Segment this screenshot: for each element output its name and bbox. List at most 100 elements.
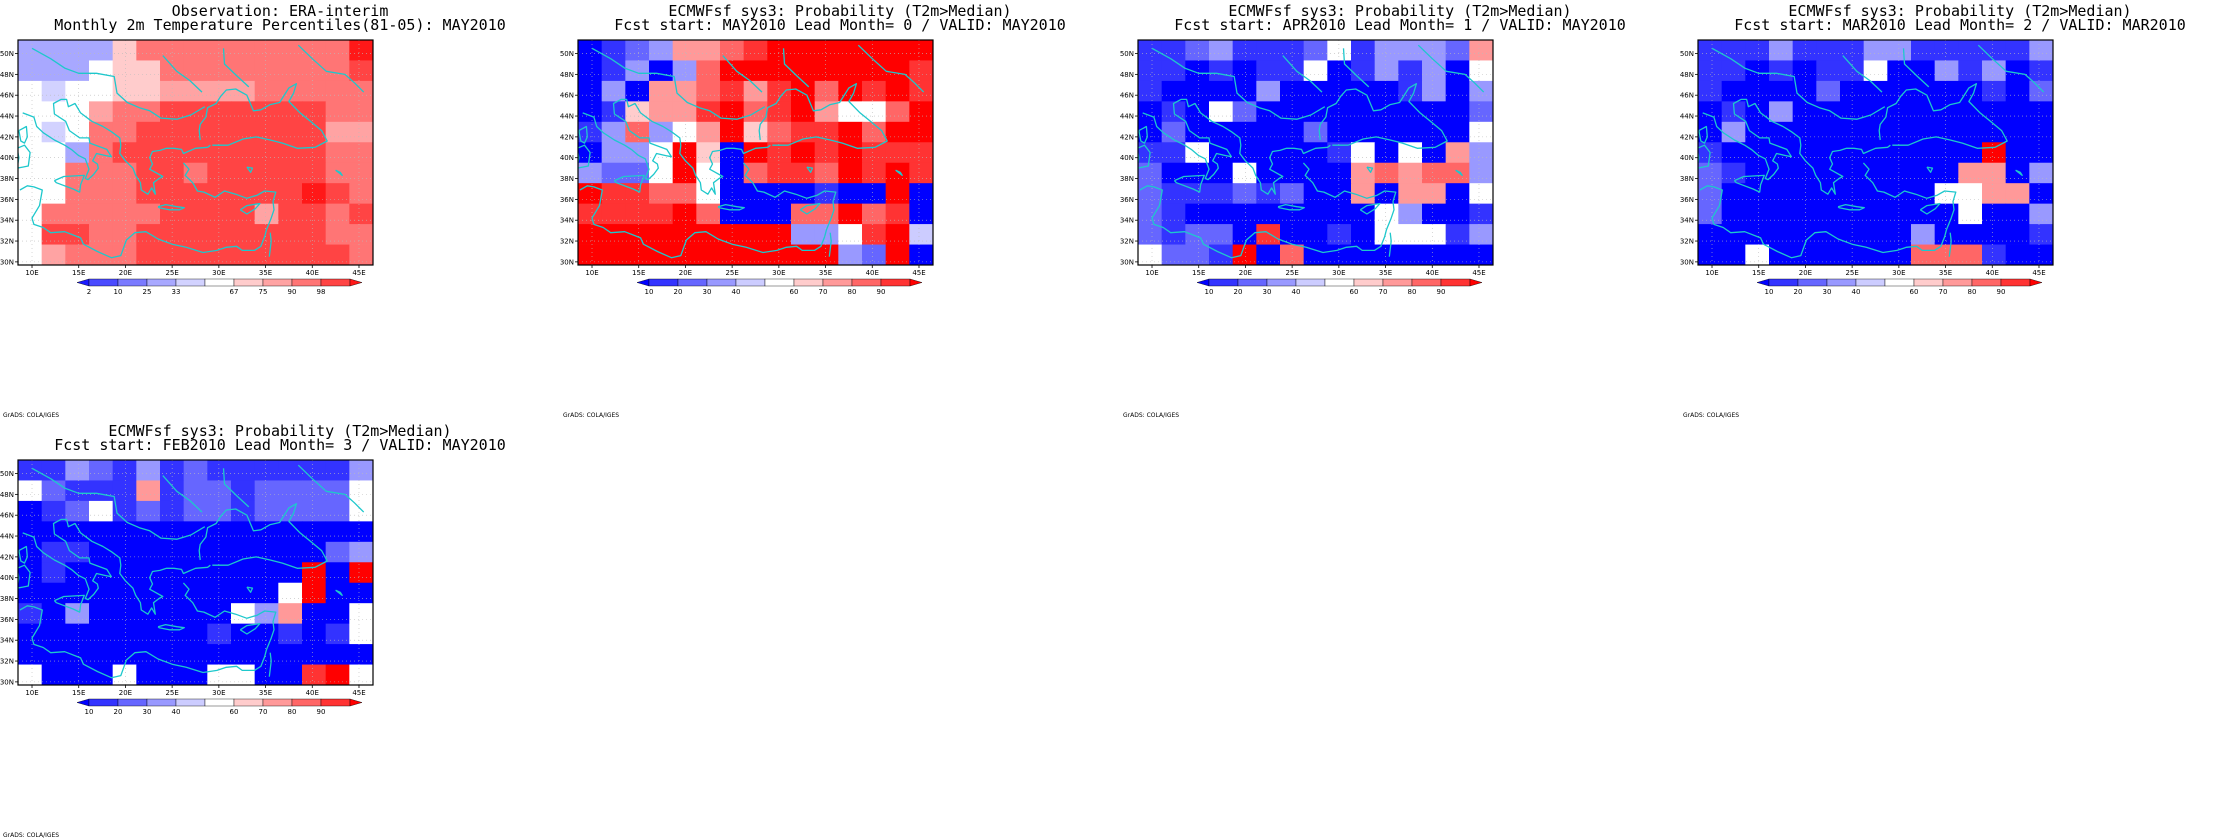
grid-cell <box>1840 80 1865 102</box>
grid-cell <box>791 244 816 265</box>
grid-cell <box>2029 40 2053 61</box>
grid-cell <box>2029 101 2053 123</box>
grid-cell <box>1887 142 1912 164</box>
legend-swatch <box>1469 278 1483 287</box>
grid-cell <box>1958 101 1983 123</box>
grid-cell <box>1185 101 1210 123</box>
grid-cell <box>1816 203 1841 225</box>
grid-cell <box>649 183 674 205</box>
grid-cell <box>41 582 66 604</box>
grads-credit: GrADS: COLA/IGES <box>3 832 60 839</box>
grid-cell <box>1209 60 1234 82</box>
grid-cell <box>1374 162 1399 184</box>
grid-cell <box>160 603 185 625</box>
axes: 10E 15E 20E 25E 30E 35E 40E 45E 30N 32N 34N 36N 38N 4… <box>0 50 366 277</box>
coastline <box>1291 162 1397 254</box>
legend-swatch <box>175 698 206 707</box>
grid-cell <box>231 664 256 685</box>
grid-cell <box>136 664 161 685</box>
grid-cell <box>1209 203 1234 225</box>
coastline <box>198 83 328 149</box>
grid-cell <box>1982 101 2007 123</box>
grid-cell <box>207 142 232 164</box>
grid-cell <box>254 603 279 625</box>
y-tick-label: 30N <box>1680 258 1694 266</box>
grid-cell <box>207 603 232 625</box>
y-tick-label: 40N <box>1120 154 1134 162</box>
x-tick-label: 40E <box>1986 269 1999 277</box>
x-tick-label: 40E <box>306 269 319 277</box>
x-tick-label: 20E <box>679 269 692 277</box>
grid-cell <box>1280 60 1305 82</box>
legend-tick-label: 30 <box>1823 288 1832 296</box>
grid-cell <box>349 224 373 245</box>
y-tick-label: 46N <box>1680 92 1694 100</box>
grid-cell <box>1887 80 1912 102</box>
grid-cell <box>278 480 303 502</box>
grid-cell <box>41 203 66 225</box>
grid-cell <box>89 60 114 82</box>
grid-cell <box>231 80 256 102</box>
coastline <box>1977 44 2045 93</box>
grid-cell <box>41 60 66 82</box>
grid-cell <box>743 183 768 205</box>
grid-cell <box>909 183 933 205</box>
x-tick-label: 10E <box>585 269 598 277</box>
y-tick-label: 46N <box>560 92 574 100</box>
grid-cell <box>349 183 373 205</box>
coastline <box>582 98 771 195</box>
y-tick-label: 32N <box>1680 238 1694 246</box>
x-tick-label: 30E <box>1892 269 1905 277</box>
grid-cell <box>65 80 90 102</box>
grid-cell <box>720 60 745 82</box>
grid-cell <box>1422 162 1447 184</box>
grid-cell <box>89 142 114 164</box>
grid-cell <box>767 224 792 245</box>
grid-cell <box>1769 203 1794 225</box>
grid-cell <box>89 541 114 563</box>
grid-cell <box>231 603 256 625</box>
coastline <box>591 47 766 120</box>
legend-swatch <box>117 698 148 707</box>
x-tick-label: 45E <box>2032 269 2045 277</box>
grid-cell <box>885 60 910 82</box>
legend-swatch <box>706 278 737 287</box>
grid-cell <box>1232 162 1257 184</box>
grid-cell <box>1887 121 1912 143</box>
y-tick-label: 36N <box>1680 196 1694 204</box>
grid-cell <box>89 644 114 665</box>
y-tick-label: 50N <box>560 50 574 58</box>
grid-cell <box>1863 203 1888 225</box>
grid-cell <box>1769 60 1794 82</box>
graticule <box>18 40 373 265</box>
grid-cell <box>231 500 256 522</box>
grid-cell <box>18 664 43 685</box>
grid-cell <box>1280 244 1305 265</box>
grid-cell <box>302 541 327 563</box>
grid-cell <box>136 500 161 522</box>
grid-cell <box>207 480 232 502</box>
grid-cell <box>136 644 161 665</box>
grid-cell <box>136 541 161 563</box>
grid-cell <box>1445 162 1470 184</box>
legend-swatch <box>76 698 90 707</box>
grid-cell <box>1863 40 1888 61</box>
grid-cell <box>183 500 208 522</box>
grid-cell <box>18 582 43 604</box>
coastline <box>297 44 365 93</box>
coastline <box>157 203 185 211</box>
grid-cell <box>1280 40 1305 61</box>
grid-cell <box>349 162 373 184</box>
grid-cell <box>325 541 350 563</box>
grid-cell <box>1374 183 1399 205</box>
legend-tick-label: 20 <box>1794 288 1803 296</box>
grid-cell <box>254 460 279 481</box>
x-tick-label: 35E <box>819 269 832 277</box>
coastline <box>932 112 933 115</box>
grid-cell <box>254 80 279 102</box>
grid-cell <box>207 582 232 604</box>
grid-cell <box>1934 60 1959 82</box>
coastline <box>1492 112 1493 115</box>
legend-tick-label: 75 <box>259 288 268 296</box>
grads-credit: GrADS: COLA/IGES <box>1683 412 1740 419</box>
